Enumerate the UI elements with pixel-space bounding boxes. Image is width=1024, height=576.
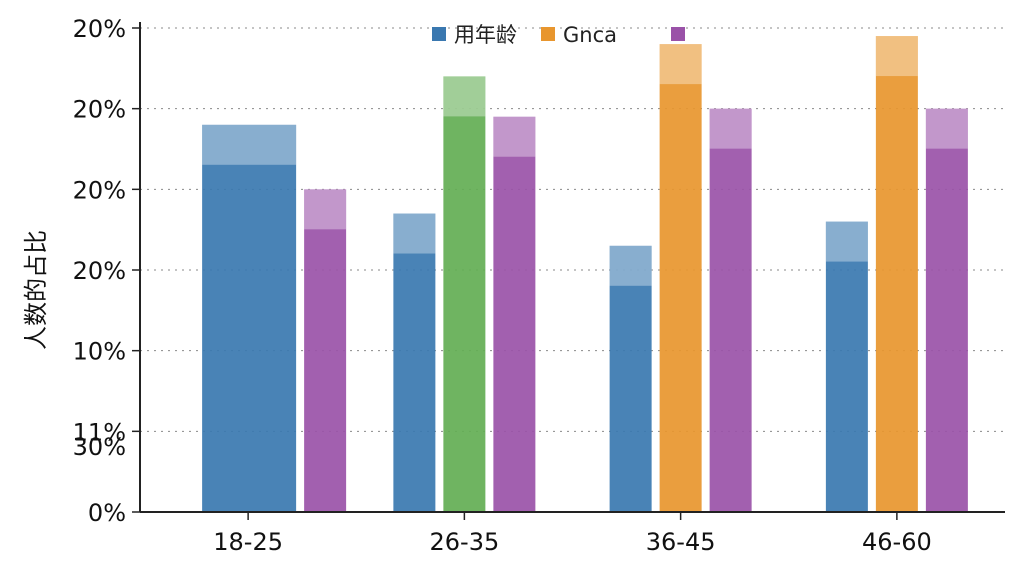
y-tick-label: 0% <box>88 499 126 527</box>
x-tick-label: 18-25 <box>213 528 283 556</box>
bar-26-35-series-0 <box>393 213 436 513</box>
bar-highlight <box>709 108 752 149</box>
y-axis-label: 人数的占比 <box>22 230 50 350</box>
legend-swatch-1 <box>541 27 555 41</box>
bar-highlight <box>202 124 297 165</box>
bar-26-35-series-2 <box>493 116 536 512</box>
bars <box>202 36 968 513</box>
y-tick-label: 30% <box>73 433 126 461</box>
bar-highlight <box>493 116 536 157</box>
bar-highlight <box>659 44 702 85</box>
legend-label-1: Gnca <box>563 23 617 47</box>
y-tick-label: 10% <box>73 338 126 366</box>
bar-18-25-series-2 <box>304 189 347 513</box>
bar-highlight <box>875 36 918 77</box>
legend-swatch-2 <box>671 27 685 41</box>
legend-swatch-0 <box>432 27 446 41</box>
y-tick-label: 20% <box>73 257 126 285</box>
x-tick-label: 46-60 <box>862 528 932 556</box>
bar-26-35-series-1 <box>443 76 486 513</box>
bar-36-45-series-0 <box>609 245 652 513</box>
bar-highlight <box>825 221 868 262</box>
bar-46-60-series-0 <box>825 221 868 512</box>
bar-18-25-series-0 <box>202 124 297 513</box>
bar-46-60-series-1 <box>875 36 918 513</box>
y-tick-label: 11% <box>73 418 126 446</box>
bar-highlight <box>925 108 968 149</box>
bar-36-45-series-2 <box>709 108 752 513</box>
legend-label-0: 用年龄 <box>454 23 517 47</box>
bar-highlight <box>304 189 347 230</box>
bar-46-60-series-2 <box>925 108 968 513</box>
y-tick-label: 20% <box>73 96 126 124</box>
legend: 用年龄 Gnca <box>432 23 685 47</box>
bar-highlight <box>393 213 436 254</box>
y-tick-label: 20% <box>73 176 126 204</box>
x-tick-label: 26-35 <box>430 528 500 556</box>
bar-highlight <box>443 76 486 117</box>
x-axis: 18-25 26-35 36-45 46-60 <box>140 511 1005 556</box>
y-tick-label: 20% <box>73 15 126 43</box>
x-tick-label: 36-45 <box>646 528 716 556</box>
bar-highlight <box>609 245 652 286</box>
y-axis: 0% 11% 10% 20% 20% 20% 20% 30% <box>73 15 141 527</box>
bar-36-45-series-1 <box>659 44 702 513</box>
